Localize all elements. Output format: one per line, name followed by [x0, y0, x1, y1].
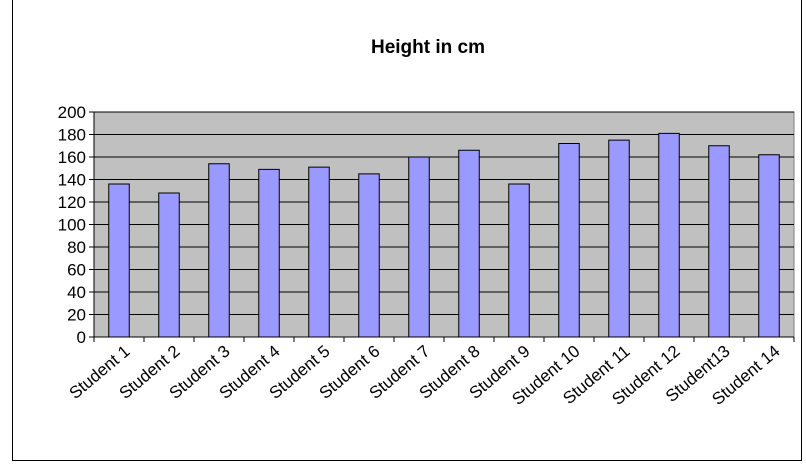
bar — [658, 132, 680, 338]
bar — [508, 183, 530, 338]
bar — [758, 154, 780, 338]
bar — [108, 183, 130, 338]
y-tick-label: 140 — [58, 171, 86, 190]
y-tick-label: 120 — [58, 193, 86, 212]
bar — [558, 143, 580, 338]
y-tick-label: 80 — [67, 238, 86, 257]
y-tick-label: 160 — [58, 148, 86, 167]
y-tick-label: 0 — [77, 328, 86, 347]
bar — [708, 145, 730, 338]
bar — [258, 168, 280, 338]
bars — [108, 132, 780, 338]
chart-frame — [12, 0, 802, 461]
y-tick-label: 60 — [67, 261, 86, 280]
bar — [608, 139, 630, 338]
y-tick-label: 100 — [58, 216, 86, 235]
y-tick-label: 20 — [67, 306, 86, 325]
y-tick-labels: 0 20 40 60 80 100 120 140 160 180 200 — [58, 103, 86, 347]
bar — [458, 149, 480, 338]
bar — [158, 192, 180, 338]
y-tick-label: 200 — [58, 103, 86, 122]
chart-title: Height in cm — [371, 37, 485, 58]
y-tick-label: 40 — [67, 283, 86, 302]
y-tick-label: 180 — [58, 126, 86, 145]
bar — [308, 166, 330, 338]
bar — [408, 156, 430, 338]
axes — [89, 111, 795, 342]
bar — [208, 163, 230, 338]
bar — [358, 173, 380, 338]
